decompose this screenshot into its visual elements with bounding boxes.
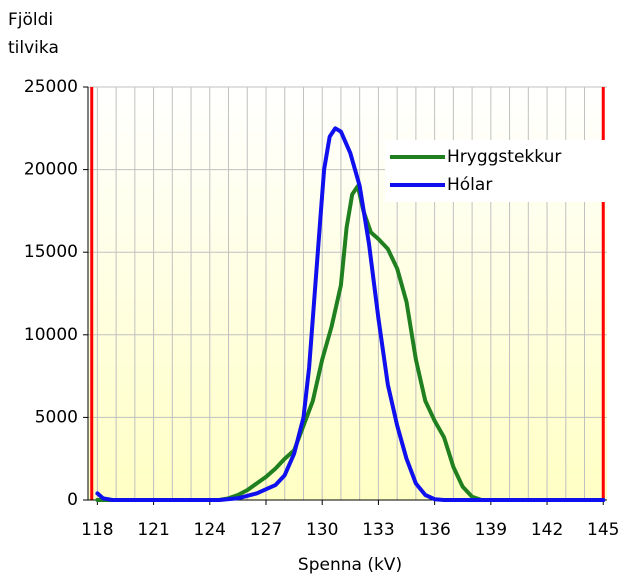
legend-box: [385, 140, 607, 202]
y-tick-label: 5000: [35, 407, 78, 427]
y-tick-label: 25000: [24, 77, 78, 97]
y-axis-title: tilvika: [8, 38, 59, 58]
y-tick-label: 15000: [24, 242, 78, 262]
x-tick-label: 124: [194, 520, 226, 540]
y-tick-label: 20000: [24, 160, 78, 180]
x-tick-label: 142: [531, 520, 563, 540]
series-line: [95, 126, 606, 502]
x-tick-label: 127: [250, 520, 282, 540]
x-axis-title: Spenna (kV): [298, 555, 402, 575]
legend-label: Hryggstekkur: [447, 147, 561, 167]
x-tick-label: 136: [418, 520, 450, 540]
y-tick-label: 0: [67, 490, 78, 510]
series-line: [95, 184, 606, 502]
x-tick-label: 130: [306, 520, 338, 540]
x-tick-label: 139: [475, 520, 507, 540]
y-axis-title: Fjöldi: [8, 10, 53, 30]
x-tick-label: 145: [587, 520, 619, 540]
y-tick-label: 10000: [24, 325, 78, 345]
x-tick-label: 121: [137, 520, 169, 540]
legend-label: Hólar: [447, 175, 492, 195]
x-tick-label: 133: [362, 520, 394, 540]
x-tick-label: 118: [81, 520, 113, 540]
